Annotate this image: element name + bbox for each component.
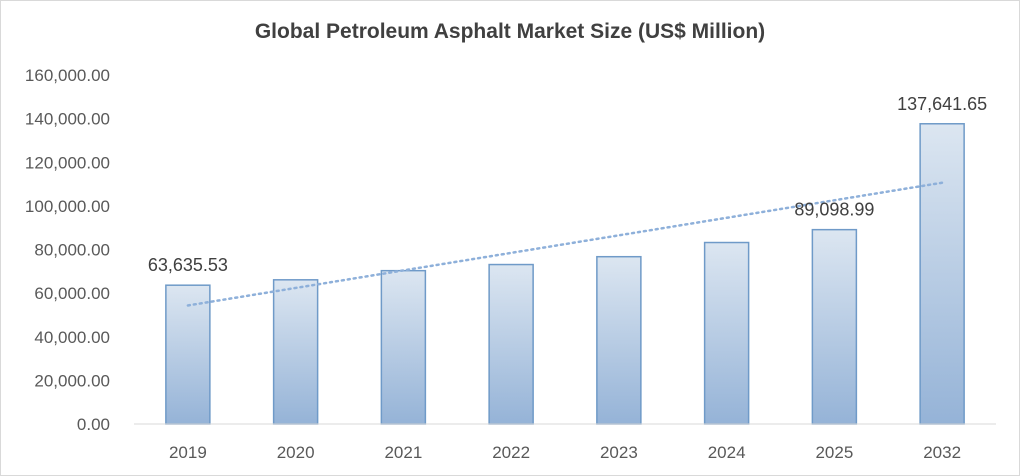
y-tick-label: 60,000.00 <box>34 284 110 303</box>
y-tick-label: 40,000.00 <box>34 328 110 347</box>
y-tick-label: 0.00 <box>77 415 110 434</box>
bar-2032 <box>919 123 965 425</box>
data-label-2032: 137,641.65 <box>897 94 987 114</box>
bars <box>165 123 965 425</box>
chart-title: Global Petroleum Asphalt Market Size (US… <box>254 20 766 43</box>
x-tick-label: 2032 <box>923 443 961 462</box>
trendline <box>186 181 944 307</box>
x-tick-label: 2019 <box>169 443 207 462</box>
bar-2022 <box>488 263 534 425</box>
data-label-2025: 89,098.99 <box>794 200 874 220</box>
x-axis: 2019 2020 2021 2022 2023 2024 2025 2032 <box>134 423 996 462</box>
x-tick-label: 2021 <box>384 443 422 462</box>
bar-2020 <box>272 279 319 425</box>
x-tick-label: 2023 <box>600 443 638 462</box>
x-tick-label: 2024 <box>708 443 746 462</box>
bar-2019 <box>165 284 211 425</box>
x-tick-label: 2025 <box>815 443 853 462</box>
data-label-2019: 63,635.53 <box>148 255 228 275</box>
linear-trendline <box>186 181 944 307</box>
y-tick-label: 20,000.00 <box>34 371 110 390</box>
bar-2025 <box>811 228 858 425</box>
y-axis: 0.00 20,000.00 40,000.00 60,000.00 80,000.00… <box>25 66 110 434</box>
y-tick-label: 100,000.00 <box>25 197 110 216</box>
y-tick-label: 140,000.00 <box>25 110 110 129</box>
y-tick-label: 160,000.00 <box>25 66 110 85</box>
bar-2024 <box>703 241 750 425</box>
data-labels: 63,635.53 89,098.99 137,641.65 <box>148 94 987 275</box>
bar-2021 <box>380 269 427 425</box>
y-tick-label: 120,000.00 <box>25 153 110 172</box>
bar-2023 <box>596 255 642 425</box>
y-tick-label: 80,000.00 <box>34 241 110 260</box>
x-tick-label: 2020 <box>277 443 315 462</box>
x-tick-label: 2022 <box>492 443 530 462</box>
